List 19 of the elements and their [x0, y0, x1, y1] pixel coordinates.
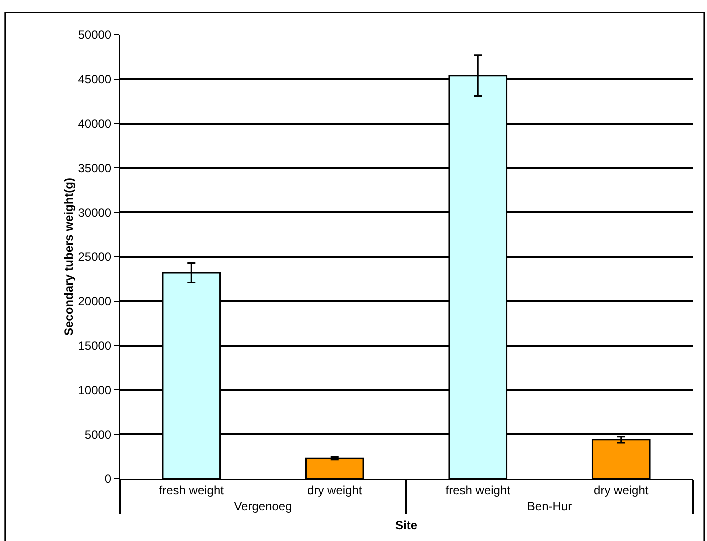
y-axis-title: Secondary tubers weight(g) — [62, 178, 76, 336]
x-axis-title: Site — [395, 518, 418, 532]
y-tick-label: 50000 — [78, 28, 112, 42]
y-tick-label: 0 — [104, 472, 112, 486]
y-tick-label: 25000 — [78, 250, 112, 264]
text: Ben-Hur — [527, 499, 572, 514]
x-tick-label: fresh weight — [159, 483, 225, 498]
x-tick-label: fresh weight — [446, 483, 512, 498]
x-tick-label: dry weight — [308, 483, 363, 498]
y-tick-label: 15000 — [78, 339, 112, 353]
text: Vergenoeg — [234, 499, 292, 514]
x-tick-label: dry weight — [594, 483, 650, 498]
y-tick-label: 40000 — [78, 117, 112, 131]
y-tick-label: 30000 — [78, 206, 112, 220]
y-tick-label: 45000 — [78, 72, 112, 87]
y-tick-label: 10000 — [78, 383, 112, 398]
y-tick-label: 20000 — [78, 294, 112, 309]
y-tick-label: 5000 — [84, 428, 112, 442]
y-tick-label: 35000 — [78, 161, 112, 176]
